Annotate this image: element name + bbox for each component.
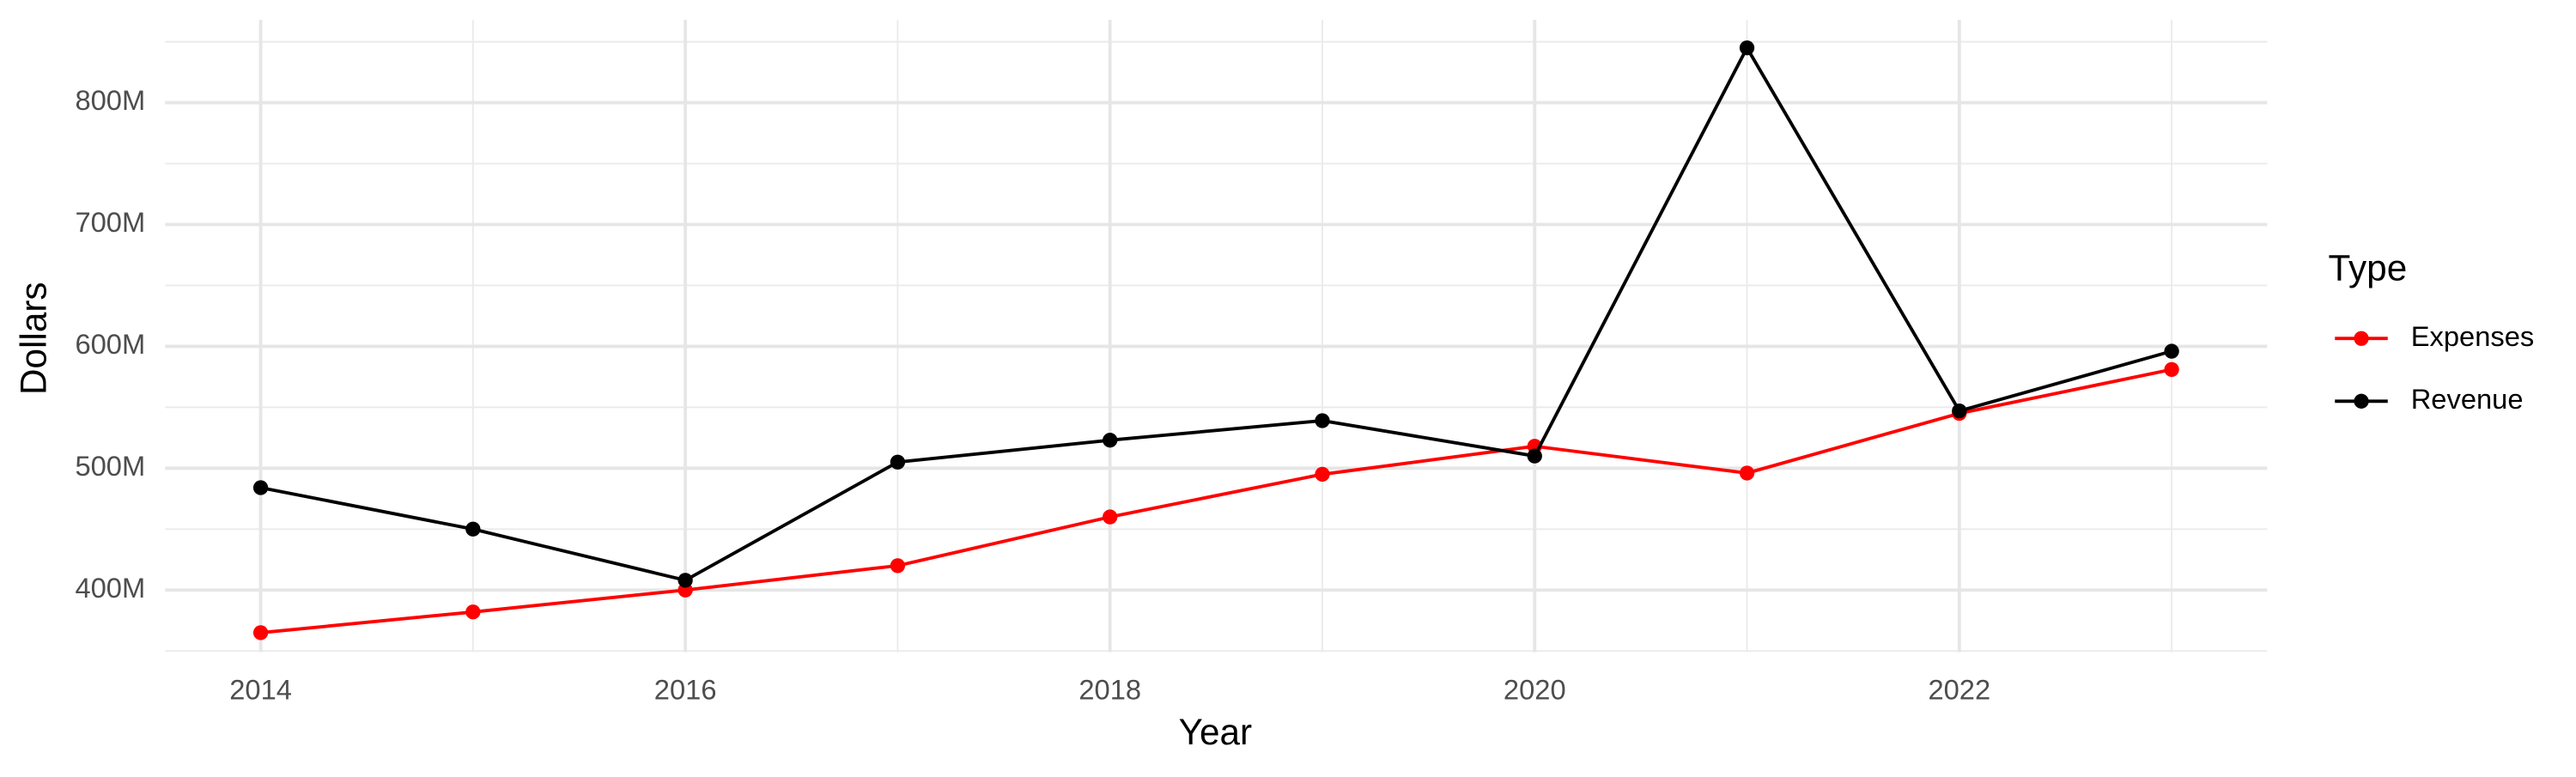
data-point [890,454,906,470]
series-line [260,44,2172,582]
x-tick-label: 2014 [229,673,292,705]
y-tick-label: 700M [75,206,145,238]
data-point [465,521,481,537]
legend-title: Type [2329,248,2408,288]
x-tick-label: 2016 [654,673,717,705]
data-point [890,558,906,574]
data-point [465,604,481,620]
data-point [1739,465,1755,481]
data-point [1739,40,1755,56]
data-point [2164,361,2179,378]
data-point [1103,509,1118,525]
y-axis-label: Dollars [13,282,53,395]
data-point [252,625,269,640]
legend-marker [2354,331,2369,346]
legend-label: Expenses [2411,320,2535,352]
x-tick-label: 2022 [1928,673,1990,705]
data-point [677,573,693,588]
data-point [252,480,269,495]
x-tick-label: 2020 [1504,673,1566,705]
data-point [1315,413,1330,428]
data-point [1527,448,1542,464]
x-tick-label: 2018 [1078,673,1141,705]
legend-label: Revenue [2411,383,2524,415]
series-line [260,367,2172,634]
x-axis-label: Year [1179,712,1252,752]
data-point [1103,433,1118,448]
legend-marker [2354,393,2369,409]
data-point [1315,466,1330,483]
y-tick-label: 800M [75,84,145,116]
data-point [2164,343,2179,359]
y-tick-label: 500M [75,450,145,482]
data-point [1952,403,1967,419]
y-tick-label: 400M [75,572,145,604]
y-tick-label: 600M [75,328,145,360]
